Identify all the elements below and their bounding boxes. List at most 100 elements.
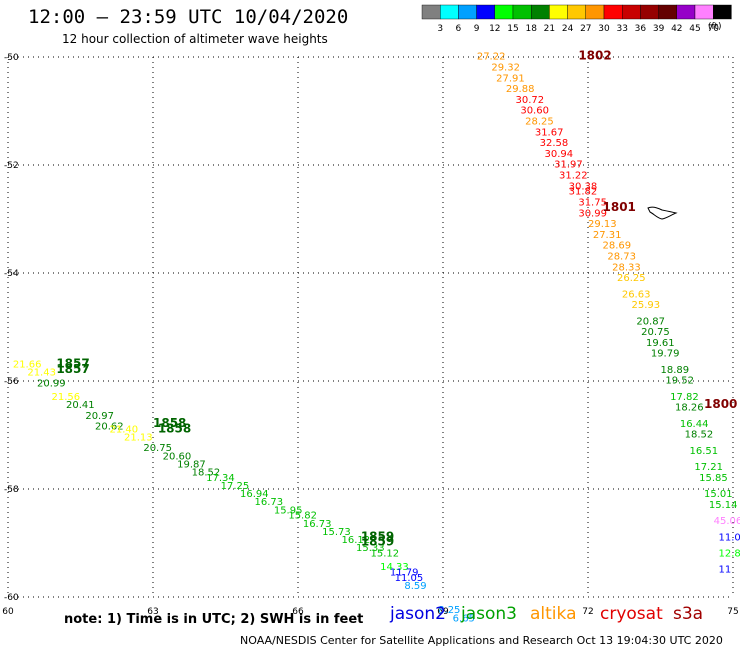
wave-height-label: 30.60 — [520, 106, 549, 117]
scale-label: 6 — [456, 24, 462, 34]
scale-label: 18 — [525, 24, 537, 34]
wave-height-label: 27.22 — [477, 52, 506, 63]
color-scale: 3 6 9 12 15 18 21 24 27 30 33 36 39 42 45 70 — [421, 4, 732, 34]
wave-height-label: 21.40 — [110, 424, 139, 435]
wave-height-label: 17.34 — [206, 473, 235, 484]
wave-height-label: 28.25 — [525, 117, 554, 128]
x-tick-label: 63 — [147, 607, 158, 617]
wave-height-label: 27.31 — [593, 230, 622, 241]
scale-label: 70 — [707, 24, 719, 34]
footer-note: note: 1) Time is in UTC; 2) SWH is in fe… — [64, 612, 364, 627]
scale-label: 3 — [437, 24, 443, 34]
wave-height-label: 28.73 — [607, 252, 636, 263]
scale-label: 27 — [580, 24, 591, 34]
wave-height-label: 29.13 — [588, 219, 617, 230]
wave-height-label: 31.75 — [578, 198, 607, 209]
wave-height-label: 8.59 — [404, 581, 426, 592]
wave-height-label: 16.44 — [680, 419, 709, 430]
wave-height-label: 15.85 — [699, 473, 728, 484]
wave-height-label: 29.88 — [506, 84, 535, 95]
y-tick-label: -56 — [4, 377, 19, 387]
x-tick-label: 75 — [727, 607, 738, 617]
wave-height-label: 30.38 — [569, 181, 598, 192]
wave-height-label: 20.41 — [66, 400, 95, 411]
y-tick-label: -60 — [4, 593, 19, 603]
footer-credit: NOAA/NESDIS Center for Satellite Applica… — [240, 634, 723, 647]
wave-height-label: 12.8 — [719, 549, 740, 560]
legend-jason2: jason2 — [390, 604, 446, 624]
wave-height-label: 11.05 — [395, 573, 424, 584]
scale-swatch — [440, 4, 459, 20]
scale-swatch — [676, 4, 696, 20]
time-label: 1857 — [56, 362, 89, 376]
wave-height-label: 32.58 — [540, 138, 569, 149]
wave-height-label: 15.33 — [356, 543, 385, 554]
scale-label: 30 — [598, 24, 610, 34]
wave-height-label: 18.89 — [661, 365, 690, 376]
scale-unit: (ft) — [708, 22, 722, 32]
wave-height-label: 21.66 — [13, 360, 42, 371]
wave-height-label: 15.95 — [274, 505, 303, 516]
scale-swatch — [640, 4, 659, 20]
wave-height-label: 20.99 — [37, 378, 66, 389]
scale-label: 15 — [507, 24, 518, 34]
wave-height-label: 19.79 — [651, 349, 680, 360]
scale-swatch — [567, 4, 586, 20]
island-outline — [647, 206, 678, 220]
wave-height-label: 11 — [719, 565, 732, 576]
scale-label: 36 — [635, 24, 647, 34]
wave-height-label: 26.63 — [622, 289, 651, 300]
legend-altika: altika — [530, 604, 577, 624]
wave-height-label: 17.21 — [694, 462, 723, 473]
scale-label: 39 — [653, 24, 665, 34]
wave-height-label: 21.56 — [52, 392, 81, 403]
wave-height-label: 8.25 — [438, 605, 460, 616]
wave-height-label: 16.94 — [240, 489, 269, 500]
y-tick-label: -52 — [4, 161, 19, 171]
x-tick-label: 66 — [292, 607, 304, 617]
wave-height-label: 20.60 — [163, 451, 192, 462]
x-tick-label: 69 — [437, 607, 449, 617]
time-label: 1857 — [56, 357, 89, 371]
legend-cryosat: cryosat — [600, 604, 663, 624]
y-tick-label: -54 — [4, 269, 19, 279]
wave-height-label: 19.52 — [665, 376, 694, 387]
scale-label: 21 — [544, 24, 555, 34]
wave-height-label: 17.82 — [670, 392, 699, 403]
scale-swatch — [458, 4, 477, 20]
wave-height-label: 17.25 — [221, 481, 250, 492]
wave-height-label: 15.12 — [371, 549, 400, 560]
wave-height-label: 20.75 — [641, 327, 670, 338]
chart-axes: 60 63 66 69 72 75 -50 -52 -54 -56 -58 -60 — [2, 53, 738, 617]
chart-subtitle: 12 hour collection of altimeter wave hei… — [62, 32, 328, 46]
scale-label: 45 — [689, 24, 700, 34]
scale-swatch — [531, 4, 550, 20]
time-label: 1858 — [153, 416, 186, 430]
chart-title: 12:00 – 23:59 UTC 10/04/2020 — [28, 6, 349, 28]
wave-height-label: 11.79 — [390, 567, 419, 578]
scale-label: 24 — [562, 24, 574, 34]
scale-swatch — [494, 4, 514, 20]
wave-height-label: 30.94 — [545, 149, 574, 160]
scale-swatch — [622, 4, 641, 20]
wave-height-label: 14.33 — [380, 562, 409, 573]
scale-swatch — [694, 4, 714, 20]
wave-height-label: 20.62 — [95, 422, 124, 433]
wave-height-label: 18.52 — [685, 430, 714, 441]
time-label: 1859 — [361, 529, 394, 543]
wave-height-label: 6.65 — [453, 613, 475, 624]
y-tick-label: -50 — [4, 53, 19, 63]
wave-height-points: 27.2229.3227.9129.8830.7230.6028.2531.67… — [13, 52, 740, 625]
wave-height-label: 45.06 — [714, 516, 740, 527]
time-label: 1801 — [603, 200, 636, 214]
scale-swatch — [658, 4, 677, 20]
wave-height-label: 16.73 — [303, 519, 332, 530]
time-label: 1800 — [704, 397, 737, 411]
wave-height-label: 20.97 — [85, 411, 114, 422]
wave-height-label: 26.25 — [617, 273, 646, 284]
x-tick-label: 72 — [582, 607, 593, 617]
wave-height-label: 16.51 — [690, 446, 719, 457]
wave-height-label: 20.75 — [143, 443, 172, 454]
time-label: 1859 — [361, 535, 394, 549]
